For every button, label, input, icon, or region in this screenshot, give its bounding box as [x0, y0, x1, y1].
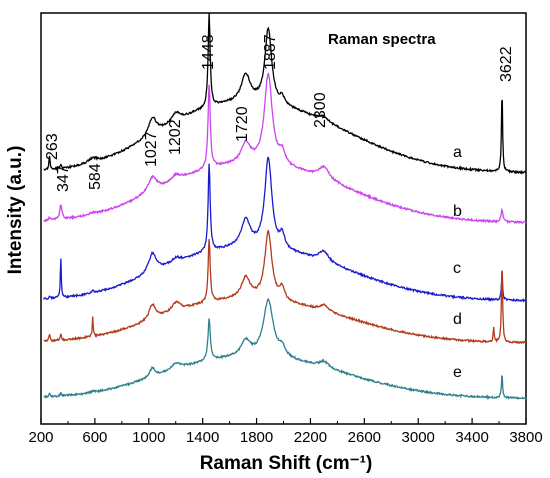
- peak-label-584: 584: [87, 163, 104, 190]
- plot-area: 200 600 1000 1400 1800 2200 2600 3000 3400 3800: [28, 12, 543, 446]
- x-tick-label: 1800: [240, 429, 273, 446]
- peak-label-2300: 2300: [312, 92, 329, 128]
- series-line-e: [43, 298, 527, 401]
- peak-label-1202: 1202: [167, 119, 184, 155]
- series-group: [43, 12, 527, 401]
- x-tick-label: 3400: [455, 429, 488, 446]
- series-label-d: d: [453, 311, 462, 328]
- x-tick-label: 600: [82, 429, 107, 446]
- y-axis-title: Intensity (a.u.): [5, 146, 26, 275]
- peak-label-3622: 3622: [498, 46, 515, 82]
- x-tick-label: 2200: [294, 429, 327, 446]
- series-line-b: [43, 72, 527, 225]
- chart-title: Raman spectra: [328, 31, 436, 48]
- x-tick-label: 2600: [348, 429, 381, 446]
- series-label-a: a: [453, 144, 462, 161]
- x-tick-label: 3000: [402, 429, 435, 446]
- series-label-c: c: [453, 260, 461, 277]
- peak-label-1027: 1027: [143, 131, 160, 167]
- series-label-b: b: [453, 203, 462, 220]
- peak-label-1720: 1720: [234, 106, 251, 142]
- x-tick-label: 200: [28, 429, 53, 446]
- x-tick-label: 1400: [186, 429, 219, 446]
- x-tick-label: 3800: [509, 429, 542, 446]
- peak-label-263: 263: [44, 133, 61, 160]
- peak-label-1448: 1448: [200, 34, 217, 70]
- series-line-d: [43, 229, 527, 345]
- series-line-a: [43, 12, 527, 175]
- annotation-group: a b c d e 263 347 584 1027 1202 1448 1720 1887 2300 36…: [44, 34, 515, 381]
- series-label-e: e: [453, 364, 462, 381]
- peak-label-347: 347: [55, 165, 72, 192]
- series-line-c: [43, 156, 527, 303]
- x-axis-title: Raman Shift (cm⁻¹): [200, 453, 373, 474]
- x-tick-label: 1000: [132, 429, 165, 446]
- peak-label-1887: 1887: [262, 34, 279, 70]
